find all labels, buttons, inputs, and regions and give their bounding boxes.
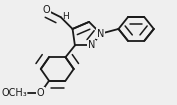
Text: N: N (97, 29, 104, 39)
Text: O: O (43, 5, 50, 15)
Text: O: O (37, 88, 45, 98)
Text: H: H (62, 12, 69, 21)
Text: OCH₃: OCH₃ (1, 88, 27, 98)
Text: N: N (88, 40, 95, 50)
